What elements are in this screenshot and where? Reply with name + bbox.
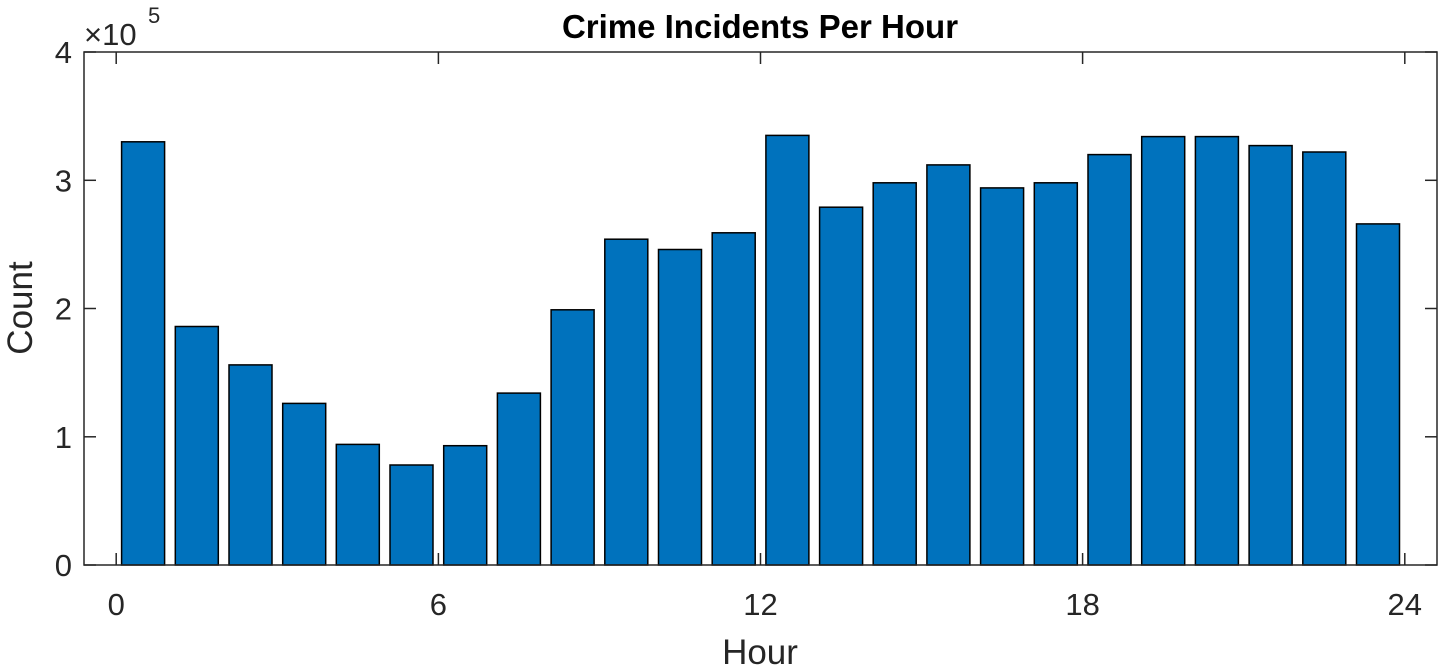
bar-hour-18	[1087, 153, 1132, 566]
y-tick-label-4: 4	[55, 35, 72, 70]
x-tick-label-0: 0	[108, 587, 125, 622]
bar-hour-7	[496, 392, 542, 566]
bar-hour-17	[1033, 182, 1079, 566]
y-tick-label-3: 3	[55, 163, 72, 198]
x-tick-label-2: 12	[743, 587, 777, 622]
bar-hour-12	[765, 134, 810, 566]
bar-hour-10	[657, 248, 703, 566]
plot-frame	[83, 51, 1438, 566]
y-tick-label-1: 1	[55, 420, 72, 455]
bar-hour-11	[711, 232, 756, 566]
bar-hour-19	[1140, 135, 1186, 566]
bar-hour-16	[979, 187, 1025, 566]
bar-hour-3	[281, 402, 327, 566]
bar-hour-4	[335, 443, 381, 566]
bar-hour-0	[120, 141, 166, 566]
bar-hour-13	[818, 206, 864, 566]
bar-hour-6	[442, 444, 488, 566]
bar-hour-14	[872, 182, 917, 566]
bar-hour-20	[1194, 135, 1240, 566]
bar-hour-22	[1302, 151, 1347, 566]
chart-title: Crime Incidents Per Hour	[562, 8, 958, 45]
bar-hour-21	[1248, 144, 1293, 566]
y-axis-label: Count	[1, 261, 40, 355]
x-axis-label: Hour	[722, 633, 798, 670]
y-multiplier: ×10 5	[84, 3, 160, 52]
y-multiplier-base: ×10	[84, 17, 137, 52]
bar-hour-2	[228, 364, 273, 566]
bars-group	[120, 134, 1401, 566]
bar-hour-23	[1355, 223, 1401, 566]
bar-hour-1	[174, 325, 220, 566]
y-tick-label-2: 2	[55, 292, 72, 327]
x-tick-label-3: 18	[1065, 587, 1099, 622]
bar-hour-5	[389, 464, 434, 566]
bar-hour-9	[604, 238, 649, 566]
y-multiplier-exponent: 5	[148, 3, 160, 28]
bar-hour-8	[550, 309, 595, 566]
x-tick-label-4: 24	[1388, 587, 1422, 622]
bar-hour-15	[926, 164, 971, 566]
y-tick-label-0: 0	[55, 548, 72, 583]
x-tick-label-1: 6	[430, 587, 447, 622]
